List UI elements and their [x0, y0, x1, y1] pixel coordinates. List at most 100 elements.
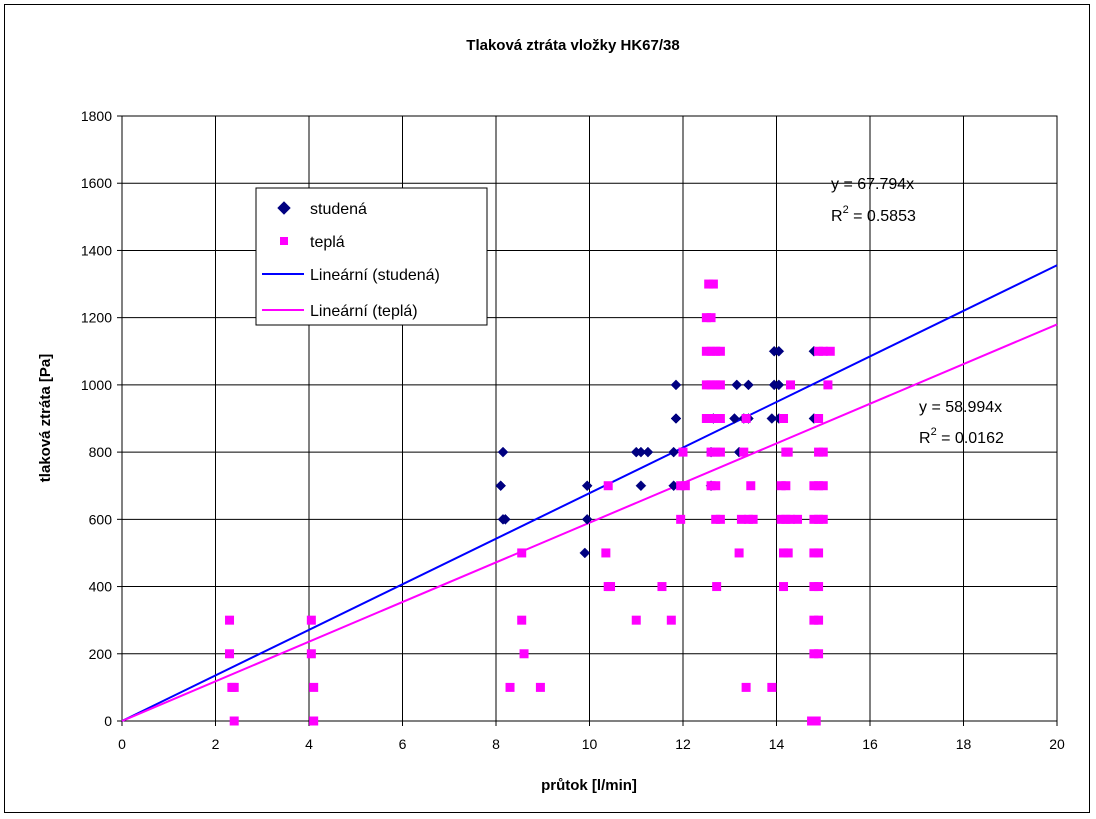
tepla-point	[809, 649, 819, 659]
chart-frame	[4, 4, 1090, 813]
r2-tepla-sup: 2	[931, 426, 937, 438]
tepla-point	[517, 615, 527, 625]
tepla-point	[606, 582, 616, 592]
tepla-point	[809, 481, 819, 491]
studena-point	[497, 446, 509, 458]
tepla-point	[741, 682, 751, 692]
tepla-point	[704, 279, 714, 289]
legend-label-linearni-studena: Lineární (studená)	[310, 267, 440, 284]
tepla-point	[818, 514, 828, 524]
trend-layer	[121, 264, 1058, 722]
tepla-point	[807, 716, 817, 726]
tepla-point	[814, 414, 824, 423]
tepla-point	[814, 481, 824, 491]
studena-point	[499, 513, 511, 525]
tepla-point	[734, 548, 744, 558]
tepla-point	[811, 716, 821, 726]
tepla-point	[793, 514, 803, 524]
tepla-point	[676, 481, 686, 491]
trendline-tepla	[121, 323, 1058, 722]
y-tick-label: 0	[104, 713, 112, 729]
y-tick-label: 1200	[81, 310, 112, 326]
tepla-point	[715, 514, 725, 524]
studena-point	[579, 547, 591, 559]
tepla-point	[706, 481, 716, 491]
tepla-point	[783, 548, 793, 558]
tepla-point	[783, 447, 793, 457]
tepla-point	[809, 582, 819, 592]
tepla-point	[779, 414, 789, 423]
tepla-point	[535, 682, 545, 692]
r2-tepla-prefix: R	[919, 430, 931, 447]
tepla-point	[781, 514, 791, 524]
tepla-point	[715, 346, 725, 356]
tepla-point	[823, 380, 833, 390]
studena-point	[642, 446, 654, 458]
y-tick-label: 600	[89, 511, 113, 527]
legend-label-studena: studená	[310, 201, 367, 218]
x-tick-label: 20	[1049, 736, 1065, 752]
r2-studena-sup: 2	[843, 204, 849, 216]
tepla-point	[814, 615, 824, 625]
tepla-point	[814, 548, 824, 558]
tepla-point	[786, 380, 796, 390]
tepla-point	[680, 481, 690, 491]
legend-box	[255, 187, 488, 326]
tepla-point	[225, 615, 235, 625]
tepla-point	[676, 514, 686, 524]
y-axis-title: tlaková ztráta [Pa]	[37, 354, 54, 482]
tepla-point	[706, 414, 716, 423]
r2-studena: R2 = 0.5853	[831, 204, 916, 225]
tepla-point	[743, 514, 753, 524]
grid-layer	[122, 116, 1057, 721]
legend-marker-studena	[277, 201, 291, 215]
studena-point	[729, 413, 740, 424]
tepla-point	[601, 548, 611, 558]
tepla-point	[776, 514, 786, 524]
y-tick-label: 200	[89, 646, 113, 662]
trendline-studena	[121, 264, 1058, 722]
studena-point	[495, 480, 507, 492]
trend-equation-studena: y = 67.794x R2 = 0.5853	[831, 176, 916, 225]
studena-point	[743, 379, 754, 391]
x-tick-label: 4	[305, 736, 313, 752]
tepla-point	[739, 447, 749, 457]
legend-marker-tepla	[280, 237, 288, 245]
studena-point	[731, 379, 743, 391]
trend-equation-tepla: y = 58.994x R2 = 0.0162	[919, 399, 1004, 447]
tepla-point	[706, 313, 716, 323]
x-tick-label: 18	[956, 736, 972, 752]
tepla-point	[711, 514, 721, 524]
tepla-point	[809, 514, 819, 524]
tepla-point	[309, 716, 319, 726]
tepla-point	[306, 649, 316, 659]
tepla-point	[814, 447, 824, 457]
tepla-point	[711, 447, 721, 457]
x-tick-label: 6	[399, 736, 407, 752]
tepla-point	[701, 346, 711, 356]
tepla-point	[657, 582, 667, 592]
tepla-point	[786, 514, 796, 524]
tepla-point	[708, 279, 718, 289]
tepla-point	[603, 481, 613, 491]
tepla-point	[741, 414, 751, 423]
point-layer	[225, 279, 835, 726]
tepla-point	[701, 414, 711, 423]
tepla-point	[229, 716, 239, 726]
r2-studena-prefix: R	[831, 208, 843, 225]
tepla-point	[818, 447, 828, 457]
studena-point	[773, 345, 785, 357]
tepla-point	[779, 582, 789, 592]
y-tick-label: 800	[89, 444, 113, 460]
tepla-point	[225, 649, 235, 659]
tepla-point	[706, 346, 716, 356]
tepla-point	[505, 682, 515, 692]
tepla-point	[711, 380, 721, 390]
tepla-point	[631, 615, 641, 625]
legend-label-linearni-tepla: Lineární (teplá)	[310, 303, 418, 320]
tepla-point	[306, 615, 316, 625]
chart-title: Tlaková ztráta vložky HK67/38	[466, 37, 679, 54]
tepla-point	[517, 548, 527, 558]
tepla-point	[814, 346, 824, 356]
studena-point	[581, 480, 593, 492]
